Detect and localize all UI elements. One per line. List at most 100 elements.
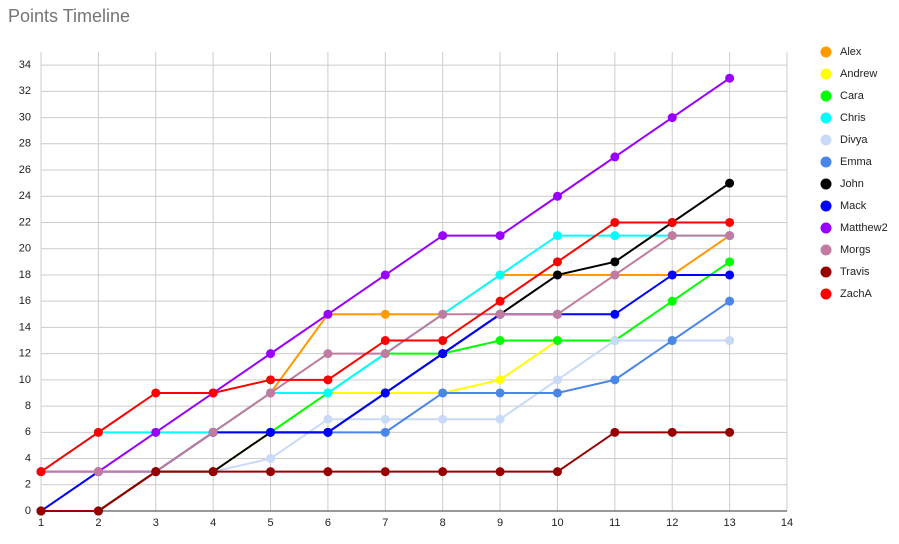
data-point — [552, 257, 562, 267]
x-tick-label: 1 — [38, 517, 44, 529]
data-point — [495, 414, 505, 424]
data-point — [380, 427, 390, 437]
legend-label: Matthew2 — [840, 222, 888, 234]
x-tick-label: 10 — [551, 517, 563, 529]
data-point — [93, 467, 103, 477]
chart-title: Points Timeline — [8, 6, 130, 26]
data-point — [610, 217, 620, 227]
data-point — [438, 336, 448, 346]
y-tick-label: 28 — [19, 138, 31, 150]
data-point — [610, 375, 620, 385]
legend-marker — [820, 266, 832, 278]
data-point — [266, 427, 276, 437]
data-point — [380, 388, 390, 398]
x-tick-label: 13 — [723, 517, 735, 529]
x-tick-label: 2 — [95, 517, 101, 529]
legend-label: Mack — [840, 200, 867, 212]
data-point — [495, 270, 505, 280]
data-point — [323, 309, 333, 319]
data-point — [667, 336, 677, 346]
y-tick-label: 34 — [19, 59, 31, 71]
data-point — [151, 388, 161, 398]
data-point — [552, 388, 562, 398]
x-tick-label: 3 — [153, 517, 159, 529]
data-point — [495, 375, 505, 385]
data-point — [266, 454, 276, 464]
y-tick-label: 8 — [25, 400, 31, 412]
legend-marker — [820, 178, 832, 190]
data-point — [725, 73, 735, 83]
data-point — [323, 414, 333, 424]
data-point — [323, 427, 333, 437]
x-tick-label: 9 — [497, 517, 503, 529]
x-tick-label: 4 — [210, 517, 216, 529]
y-tick-label: 2 — [25, 479, 31, 491]
data-point — [667, 296, 677, 306]
legend-label: Andrew — [840, 68, 877, 80]
data-point — [725, 336, 735, 346]
data-point — [93, 506, 103, 516]
data-point — [667, 231, 677, 241]
data-point — [380, 336, 390, 346]
x-tick-label: 5 — [267, 517, 273, 529]
legend-label: Travis — [840, 266, 870, 278]
x-tick-label: 6 — [325, 517, 331, 529]
data-point — [323, 375, 333, 385]
legend-label: Emma — [840, 156, 873, 168]
data-point — [610, 152, 620, 162]
data-point — [725, 270, 735, 280]
legend-label: ZachA — [840, 288, 872, 300]
data-point — [610, 231, 620, 241]
legend-marker — [820, 46, 832, 58]
data-point — [725, 178, 735, 188]
data-point — [208, 388, 218, 398]
x-tick-label: 8 — [440, 517, 446, 529]
legend-marker — [820, 134, 832, 146]
legend-label: Chris — [840, 112, 866, 124]
data-point — [438, 388, 448, 398]
y-tick-label: 14 — [19, 321, 31, 333]
data-point — [438, 309, 448, 319]
data-point — [438, 414, 448, 424]
data-point — [610, 257, 620, 267]
legend-marker — [820, 68, 832, 80]
data-point — [323, 467, 333, 477]
legend-marker — [820, 112, 832, 124]
data-point — [610, 336, 620, 346]
data-point — [725, 217, 735, 227]
y-tick-label: 16 — [19, 295, 31, 307]
x-tick-label: 12 — [666, 517, 678, 529]
data-point — [380, 349, 390, 359]
legend-label: John — [840, 178, 864, 190]
data-point — [552, 467, 562, 477]
data-point — [495, 388, 505, 398]
y-tick-label: 0 — [25, 505, 31, 517]
x-tick-label: 11 — [609, 517, 620, 529]
data-point — [725, 231, 735, 241]
data-point — [36, 467, 46, 477]
data-point — [266, 467, 276, 477]
data-point — [438, 467, 448, 477]
data-point — [725, 427, 735, 437]
legend-label: Alex — [840, 46, 862, 58]
data-point — [495, 296, 505, 306]
data-point — [610, 309, 620, 319]
y-tick-label: 32 — [19, 85, 31, 97]
y-tick-label: 30 — [19, 111, 31, 123]
data-point — [667, 270, 677, 280]
data-point — [667, 427, 677, 437]
x-tick-label: 14 — [781, 517, 793, 529]
data-point — [151, 467, 161, 477]
x-tick-label: 7 — [382, 517, 388, 529]
data-point — [266, 375, 276, 385]
data-point — [552, 270, 562, 280]
legend-marker — [820, 288, 832, 300]
data-point — [266, 349, 276, 359]
legend-marker — [820, 200, 832, 212]
data-point — [552, 309, 562, 319]
data-point — [93, 427, 103, 437]
y-tick-label: 20 — [19, 243, 31, 255]
data-point — [323, 349, 333, 359]
data-point — [552, 336, 562, 346]
